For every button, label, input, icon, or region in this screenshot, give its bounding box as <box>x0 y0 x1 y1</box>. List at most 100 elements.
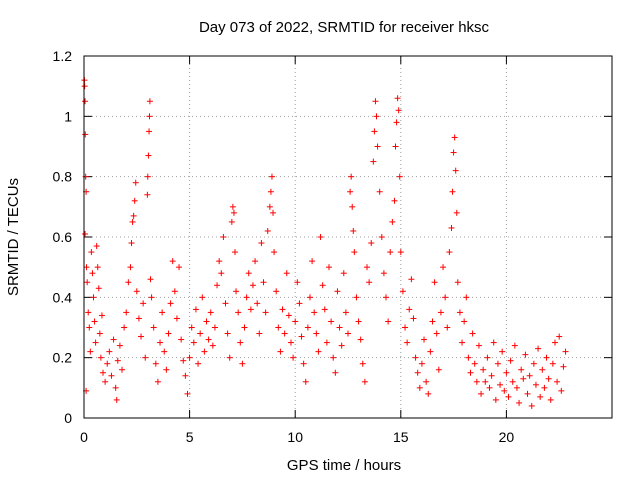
chart-title: Day 073 of 2022, SRMTID for receiver hks… <box>199 19 490 36</box>
data-point <box>273 288 280 295</box>
data-point <box>228 218 235 225</box>
data-point <box>232 249 239 256</box>
data-point <box>463 294 470 301</box>
data-point <box>482 378 489 385</box>
data-point <box>520 375 527 382</box>
data-point <box>93 243 100 250</box>
data-point <box>350 227 357 234</box>
data-point <box>431 279 438 286</box>
y-tick-label: 0 <box>64 410 72 426</box>
data-point <box>102 378 109 385</box>
data-point <box>558 387 565 394</box>
data-point <box>144 191 151 198</box>
data-point <box>317 234 324 240</box>
data-point <box>461 318 468 325</box>
data-point <box>338 342 345 349</box>
data-point <box>108 372 115 379</box>
data-point <box>319 282 326 289</box>
data-point <box>387 249 394 256</box>
x-tick-label: 15 <box>393 429 409 445</box>
data-point <box>497 381 504 388</box>
data-point <box>131 197 138 204</box>
data-point <box>142 354 149 361</box>
data-point <box>469 330 476 337</box>
data-point <box>389 218 396 225</box>
data-point <box>315 348 322 355</box>
data-point <box>271 249 278 256</box>
data-point <box>133 288 140 295</box>
data-point <box>243 294 250 301</box>
data-point <box>371 128 378 135</box>
data-point <box>304 324 311 331</box>
data-point <box>123 309 130 316</box>
data-point <box>336 324 343 331</box>
y-axis-title: SRMTID / TECUs <box>5 178 22 296</box>
data-point <box>140 300 147 307</box>
data-point <box>292 318 299 325</box>
data-point <box>408 276 415 283</box>
data-point <box>345 330 351 337</box>
data-point <box>429 318 436 325</box>
data-point <box>138 333 145 340</box>
data-point <box>394 95 401 102</box>
data-point <box>245 270 252 277</box>
data-point <box>478 390 485 397</box>
data-point <box>494 360 501 367</box>
data-point <box>226 354 233 361</box>
data-point <box>165 330 172 337</box>
data-point <box>311 309 318 316</box>
data-point <box>132 179 139 186</box>
data-point <box>449 188 456 195</box>
data-point <box>490 339 497 346</box>
data-point <box>313 330 320 337</box>
data-point <box>275 324 282 331</box>
data-point <box>150 324 157 331</box>
data-point <box>499 348 506 355</box>
data-point <box>423 378 430 385</box>
data-point <box>427 348 434 355</box>
data-point <box>541 384 548 391</box>
data-point <box>237 339 244 346</box>
data-point <box>511 342 518 349</box>
data-point <box>88 249 95 256</box>
data-point <box>94 264 101 271</box>
x-tick-label: 5 <box>186 429 194 445</box>
data-point <box>446 249 453 256</box>
data-point <box>492 396 499 403</box>
data-point <box>451 134 458 141</box>
data-point <box>241 324 248 331</box>
data-point <box>342 309 349 316</box>
data-point <box>119 366 126 373</box>
data-point <box>82 131 89 138</box>
data-point <box>501 387 508 394</box>
data-point <box>173 315 180 322</box>
data-point <box>171 288 178 295</box>
data-point <box>507 357 514 364</box>
data-point <box>129 218 136 225</box>
data-point <box>268 173 275 180</box>
data-point <box>199 294 206 301</box>
data-point <box>159 309 166 316</box>
data-point <box>306 294 313 301</box>
data-point <box>100 369 107 376</box>
data-point <box>355 318 362 325</box>
data-point <box>399 288 406 295</box>
data-point <box>560 363 567 370</box>
data-point <box>328 318 335 325</box>
data-point <box>113 396 120 403</box>
data-point <box>84 279 91 286</box>
data-points <box>81 77 569 409</box>
data-point <box>453 209 460 216</box>
data-point <box>264 227 271 234</box>
data-point <box>376 188 383 195</box>
data-point <box>85 309 92 316</box>
data-point <box>366 279 373 286</box>
data-point <box>347 188 354 195</box>
y-tick-label: 0.4 <box>53 289 73 305</box>
axis-ticks: 0 0.2 0.4 0.6 0.8 1 1.2 0 5 10 15 20 <box>53 48 612 445</box>
data-point <box>270 209 277 216</box>
data-point <box>340 270 347 277</box>
data-point <box>281 330 288 337</box>
data-point <box>532 381 539 388</box>
data-point <box>258 240 265 247</box>
